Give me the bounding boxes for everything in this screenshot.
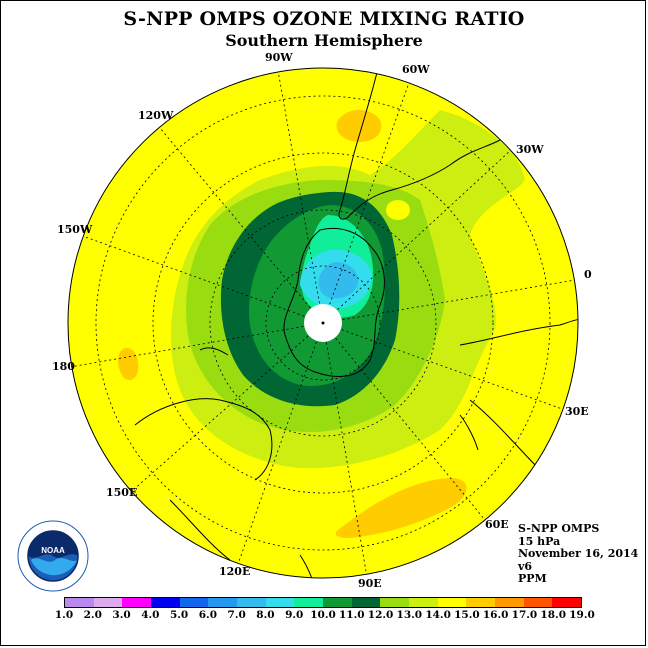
south-pole-marker (321, 321, 325, 325)
lon-label-90e: 90E (358, 577, 382, 590)
coastline-antarctica (283, 227, 385, 377)
units-label: PPM (518, 572, 547, 585)
colorbar-swatch (351, 598, 381, 607)
meridian-150e (132, 322, 324, 491)
colorbar-swatch (323, 598, 352, 607)
pressure-level-label: 15 hPa (518, 534, 561, 548)
map-subtitle: Southern Hemisphere (225, 31, 423, 50)
lon-label-90w: 90W (265, 51, 293, 64)
colorbar-tick-label: 5.0 (169, 609, 189, 621)
colorbar-swatch (380, 598, 410, 607)
colorbar-tick-label: 19.0 (569, 609, 595, 621)
colorbar-swatch (466, 598, 496, 607)
colorbar-swatch (409, 598, 438, 607)
colorbar-swatch (294, 598, 324, 607)
lon-label-120e: 120E (219, 565, 251, 578)
colorbar-tick-label: 8.0 (256, 609, 275, 621)
ozone-patch-15-west (117, 347, 139, 381)
colorbar-tick-label: 4.0 (141, 609, 160, 621)
colorbar-swatch (437, 598, 467, 607)
colorbar-tick-label: 17.0 (511, 609, 538, 621)
latitude-circle-80s (265, 265, 381, 381)
lon-label-60e: 60E (485, 518, 509, 531)
colorbar-swatch (65, 598, 94, 607)
colorbar-swatch (265, 598, 295, 607)
lon-label-120w: 120W (138, 109, 174, 122)
lon-label-150w: 150W (57, 223, 93, 236)
meridian-120w (159, 127, 324, 324)
colorbar-swatch (523, 598, 553, 607)
colorbar-tick-label: 11.0 (338, 609, 365, 621)
coastline-south-america (338, 68, 501, 220)
lon-label-0: 0 (584, 268, 592, 281)
map-boundary (67, 67, 579, 579)
noaa-logo: NOAA (17, 520, 89, 592)
colorbar-tick-label: 3.0 (112, 609, 131, 621)
date-label: November 16, 2014 (518, 547, 639, 560)
colorbar-swatch (495, 598, 524, 607)
ozone-patch-14-small (386, 200, 410, 220)
coastline-new-zealand (199, 347, 229, 356)
latitude-circle-70s (209, 209, 437, 437)
colorbar-ticks: 1.0 2.0 3.0 4.0 5.0 6.0 7.0 8.0 9.0 10.0 11.0 12.0 1… (0, 609, 648, 623)
latitude-circle-60s (152, 152, 494, 494)
info-block: S-NPP OMPS 15 hPa November 16, 2014 v6 P… (518, 522, 639, 586)
colorbar-tick-label: 10.0 (310, 609, 336, 621)
colorbar-tick-label: 7.0 (227, 609, 246, 621)
lon-label-60w: 60W (402, 63, 430, 76)
latitude-circle-50s (95, 95, 551, 551)
coastline-madagascar (459, 414, 479, 451)
noaa-logo-text: NOAA (41, 546, 65, 555)
colorbar-swatch (237, 598, 266, 607)
meridian-120e (236, 322, 324, 568)
version-label: v6 (518, 559, 533, 573)
lon-label-150e: 150E (106, 486, 138, 499)
colorbar-tick-label: 15.0 (454, 609, 480, 621)
colorbar-tick-label: 12.0 (367, 609, 394, 621)
meridian-60w (322, 79, 411, 324)
colorbar-tick-label: 9.0 (285, 609, 304, 621)
colorbar-swatch (208, 598, 238, 607)
colorbar-tick-label: 6.0 (198, 609, 218, 621)
colorbar-swatch (93, 598, 123, 607)
map-title: S-NPP OMPS OZONE MIXING RATIO (123, 8, 525, 30)
colorbar-tick-label: 14.0 (425, 609, 451, 621)
ozone-patch-15-southeast (335, 478, 467, 538)
colorbar-swatch (122, 598, 152, 607)
colorbar-tick-label: 16.0 (482, 609, 509, 621)
colorbar-swatch (151, 598, 180, 607)
colorbar-tick-label: 1.0 (54, 609, 74, 621)
colorbar (64, 597, 582, 608)
colorbar-tick-label: 18.0 (540, 609, 567, 621)
colorbar-swatch (179, 598, 209, 607)
lon-label-30e: 30E (565, 405, 589, 418)
meridian-150w (79, 234, 324, 324)
meridian-90w (276, 68, 324, 324)
ozone-patch-15-north (336, 109, 382, 142)
colorbar-tick-label: 13.0 (396, 609, 423, 621)
lon-label-30w: 30W (516, 143, 544, 156)
instrument-label: S-NPP OMPS (518, 522, 600, 535)
colorbar-swatch (552, 598, 582, 607)
lon-label-180: 180 (52, 360, 75, 373)
colorbar-tick-label: 2.0 (83, 609, 102, 621)
